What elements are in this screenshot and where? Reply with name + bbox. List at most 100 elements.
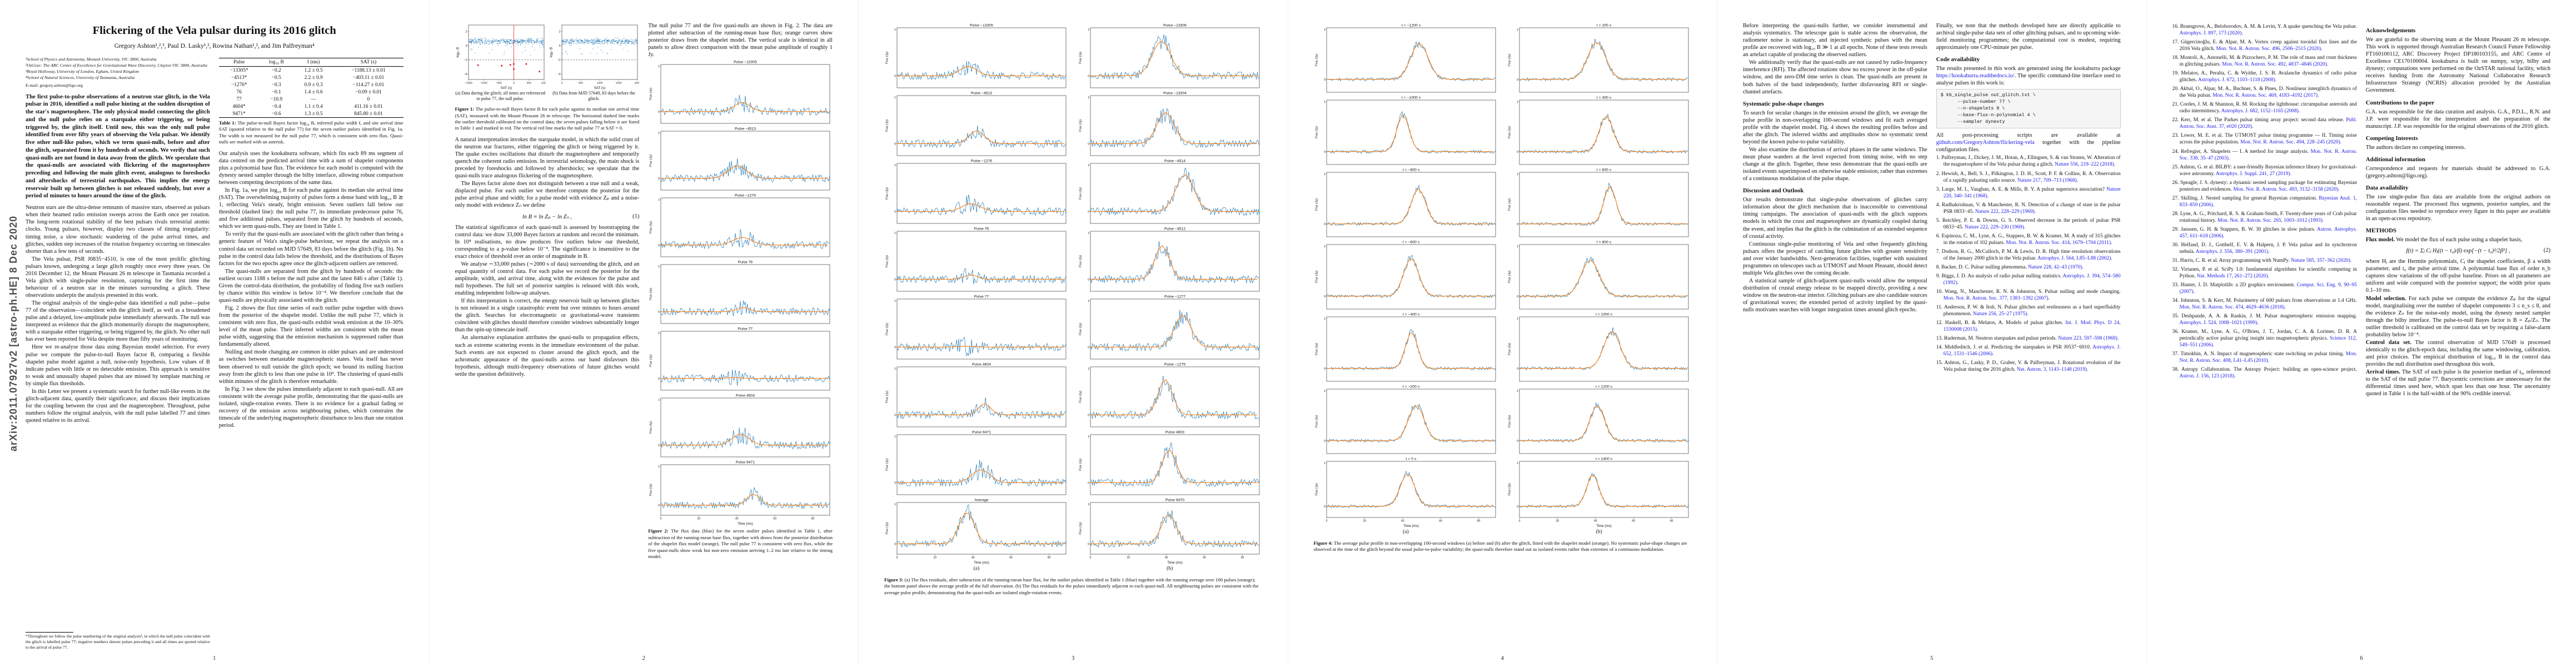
reference-item: 2. Hewish, A., Bell, S. J., Pilkington, … — [1936, 171, 2121, 183]
pulse-panel: Pulse 76 Flux (Jy) 1 0 — [884, 226, 1069, 293]
reference-link[interactable]: Astrophys. J. 672, 1103–1118 (2008). — [2198, 77, 2276, 83]
paragraph: Fig. 2 shows the flux time series of eac… — [218, 305, 403, 348]
affiliations: ¹School of Physics and Astronomy, Monash… — [26, 57, 210, 89]
page6-right-column: Acknowledgements We are grateful to the … — [2366, 22, 2550, 650]
heading-contributions: Contributions to the paper — [2365, 99, 2435, 106]
page-number: 6 — [2360, 655, 2363, 661]
reference-link[interactable]: Mon. Not. R. Astron. Soc. 496, 2506–2515… — [2216, 46, 2323, 52]
reference-link[interactable]: Astrophys. J. 897, 173 (2020). — [2179, 31, 2243, 37]
reference-link[interactable]: Mon. Not. R. Astron. Soc. 493, 3132–3158… — [2233, 186, 2340, 192]
pulse-panel: Pulse −13306 Flux (Jy) 1 0 — [1078, 22, 1262, 90]
svg-text:Flux (Jy): Flux (Jy) — [886, 120, 889, 132]
reference-link[interactable]: Mon. Not. R. Astron. Soc. 377, 1383–1392… — [1943, 296, 2050, 302]
reference-link[interactable]: Nature 256, 25–27 (1975). — [1972, 311, 2029, 317]
contributions-text: G.A. was responsible for the data curati… — [2365, 108, 2550, 130]
svg-text:40: 40 — [735, 517, 739, 521]
svg-text:1: 1 — [658, 198, 660, 202]
svg-text:0: 0 — [894, 542, 896, 546]
svg-text:1: 1 — [894, 232, 896, 235]
reference-link[interactable]: Mon. Not. R. Astron. Soc. 469, 4183–4192… — [2213, 93, 2319, 99]
figure-3-caption: Figure 3: (a) The flux residuals, after … — [884, 577, 1259, 595]
svg-text:1: 1 — [1088, 232, 1089, 235]
reference-link[interactable]: Astron. J. 156, 123 (2018). — [2179, 374, 2236, 380]
affiliation: ²OzGrav: The ARC Centre of Excellence fo… — [26, 62, 207, 68]
svg-text:1: 1 — [894, 300, 896, 303]
reference-link[interactable]: Astrophys. J. 524, 1008–1021 (1999). — [2179, 320, 2259, 326]
reference-link[interactable]: Astrophys. J. 652, 1531–1546 (2006). — [1943, 345, 2121, 357]
figure-1-caption: Figure 1: The pulse-to-null Bayes factor… — [455, 106, 640, 131]
svg-text:1: 1 — [1517, 390, 1518, 393]
svg-text:Flux (Jy): Flux (Jy) — [1079, 120, 1082, 132]
reference-link[interactable]: Int. J. Mod. Phys. D 24, 1530008 (2015). — [1943, 320, 2121, 333]
svg-text:1: 1 — [1324, 173, 1326, 176]
reference-link[interactable]: Astrophys. J. 682, 1152–1165 (2008). — [2221, 108, 2300, 115]
reference-link[interactable]: Nat. Astron. 3, 1143–1148 (2019). — [2016, 367, 2089, 373]
page5-right-column: Finally, we note that the methods develo… — [1936, 22, 2121, 650]
svg-text:Pulse 4603: Pulse 4603 — [1165, 431, 1184, 435]
reference-link[interactable]: Publ. Astron. Soc. Aust. 37, e020 (2020)… — [2179, 117, 2357, 130]
paragraph: We analyse ∼33,000 pulses (∼2000 s of da… — [455, 261, 640, 297]
svg-text:0: 0 — [1324, 367, 1326, 371]
reference-link[interactable]: Astrophys. J. 556, 380–391 (2001). — [2195, 248, 2270, 255]
competing-interests-text: The authors declare no competing interes… — [2365, 144, 2466, 151]
page-number: 3 — [1072, 655, 1075, 661]
reference-link[interactable]: Mon. Not. R. Astron. Soc. 414, 1679–1704… — [2006, 240, 2112, 246]
pulse-panel: Pulse 9471 Flux (Jy) 1 0 — [884, 429, 1069, 497]
reference-link[interactable]: Astrophys. J. Suppl. 241, 27 (2019). — [2215, 171, 2291, 177]
reference-link[interactable]: Nature 228, 42–43 (1970). — [2027, 264, 2084, 270]
pulse-panel: t = −1200 s Flux (Jy) 1 0 — [1314, 22, 1498, 94]
reference-link[interactable]: Astrophys. J. 394, 574–580 (1992). — [1943, 273, 2121, 286]
reference-link[interactable]: Nature 222, 229–230 (1969). — [1964, 224, 2025, 230]
svg-text:0: 0 — [1088, 542, 1089, 546]
paragraph: The quasi-nulls are separated from the g… — [218, 268, 403, 303]
figure-3a-panels: Pulse −13305 Flux (Jy) 1 0 Pulse −4513 Flux (… — [884, 22, 1069, 565]
reference-link[interactable]: Nat. Methods 17, 261–272 (2020). — [2196, 273, 2269, 279]
paragraph: In this Letter we present a systematic s… — [26, 388, 210, 424]
reference-link[interactable]: Nature 556, 219–222 (2018). — [2055, 162, 2116, 168]
table-1-caption: Table 1: The pulse-to-null Bayes factor … — [218, 120, 403, 145]
svg-text:Flux (Jy): Flux (Jy) — [1508, 415, 1512, 427]
svg-text:1: 1 — [894, 367, 896, 371]
svg-text:Time (ms): Time (ms) — [1403, 524, 1419, 528]
reference-link[interactable]: Nature 222, 228–229 (1969). — [1975, 208, 2036, 215]
reference-link[interactable]: Mon. Not. R. Astron. Soc. 494, 228–245 (… — [2240, 140, 2341, 146]
reference-link[interactable]: Mon. Not. R. Astron. Soc. 474, 4629–4636… — [2179, 305, 2286, 311]
reference-item: 17. Gügercinoğlu, E. & Alpar, M. A. Vort… — [2172, 39, 2357, 52]
reference-link[interactable]: Astrophys. J. 564, L85–L88 (2002). — [2037, 255, 2112, 261]
svg-text:Flux (Jy): Flux (Jy) — [1079, 459, 1082, 471]
paragraph: Nulling and mode changing are common in … — [218, 349, 403, 385]
svg-text:Pulse −13306: Pulse −13306 — [1163, 24, 1187, 28]
figure-1a-subcaption: (a) Data during the glitch; all times ar… — [455, 91, 546, 102]
svg-text:60: 60 — [1203, 556, 1206, 560]
pulse-panel: Pulse 76 Flux (Jy) 1 0 — [648, 259, 833, 326]
reference-link[interactable]: Nature 220, 340–341 (1968). — [1943, 186, 2121, 199]
figure-4a-column: t = −1200 s Flux (Jy) 1 0 t = −1000 s Flux (J… — [1314, 22, 1498, 537]
svg-text:Pulse 9471: Pulse 9471 — [736, 461, 755, 465]
reference-link[interactable]: Mon. Not. R. Astron. Soc. 265, 1003–1012… — [2217, 217, 2324, 223]
svg-text:t = −1200 s: t = −1200 s — [1401, 24, 1421, 28]
reference-link[interactable]: Mon. Not. R. Astron. Soc. 408, L41–L45 (… — [2179, 351, 2357, 364]
figure-3b-label: (b) — [1167, 566, 1173, 571]
pulse-panel: Pulse 9471 Flux (Jy) 1 0 0 20 40 60 80 Time (ms) — [648, 459, 833, 526]
svg-text:0: 0 — [1088, 481, 1089, 485]
page-3: Pulse −13305 Flux (Jy) 1 0 Pulse −4513 Flux (… — [859, 0, 1288, 667]
reference-link[interactable]: Science 312, 549–551 (2006). — [2179, 336, 2357, 349]
svg-text:1: 1 — [1088, 367, 1089, 371]
reference-link[interactable]: Nature 217, 709–713 (1968). — [2017, 177, 2078, 183]
table-1-row: −13305* −0.2 1.2 ± 0.5 −1188.13 ± 0.01 — [230, 67, 386, 73]
reference-link[interactable]: Astron. Astrophys. 457, 611–618 (2006). — [2179, 226, 2357, 239]
reference-link[interactable]: Mon. Not. R. Astron. Soc. 338, 35–47 (20… — [2179, 148, 2357, 161]
svg-text:1: 1 — [658, 465, 660, 469]
svg-text:t = 200 s: t = 200 s — [1597, 24, 1612, 28]
reference-link[interactable]: Bayesian Anal. 1, 833–859 (2006). — [2179, 195, 2357, 208]
paper-title: Flickering of the Vela pulsar during its… — [92, 24, 336, 37]
reference-link[interactable]: Mon. Not. R. Astron. Soc. 492, 4837–4846… — [2222, 62, 2329, 68]
kookaburra-docs-link[interactable]: https://kookaburra.readthedocs.io/ — [1936, 73, 2015, 79]
github-repo-link[interactable]: github.com/GregoryAshton/flickering-vela — [1936, 140, 2035, 146]
svg-text:60: 60 — [1009, 556, 1013, 560]
email-address[interactable]: E-mail: gregory.ashton@ligo.org — [26, 82, 83, 88]
reference-link[interactable]: Nature 223, 597–598 (1969). — [2057, 336, 2119, 342]
reference-link[interactable]: Comput. Sci. Eng. 9, 90–95 (2007). — [2179, 282, 2357, 295]
reference-link[interactable]: Nature 585, 357–362 (2020). — [2290, 257, 2352, 263]
svg-text:Flux (Jy): Flux (Jy) — [1508, 54, 1512, 66]
